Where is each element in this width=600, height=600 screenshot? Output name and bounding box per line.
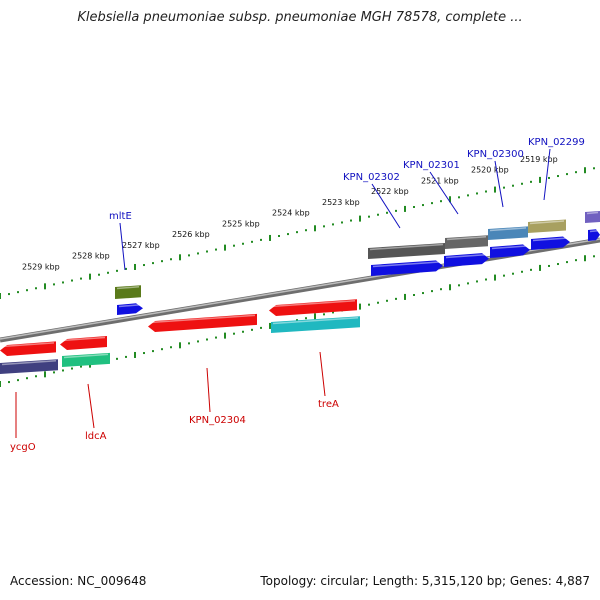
tick-label-group: 2529 kbp 2528 kbp 2527 kbp 2526 kbp 2525 kbp…	[22, 155, 558, 271]
KPN_02301-feature-block-shine	[446, 235, 487, 241]
tick-label: 2521 kbp	[421, 176, 459, 185]
ldcA-feature-block	[62, 352, 110, 367]
edge-feature-block-shine	[586, 211, 599, 215]
KPN_02301-cds-arrow	[444, 253, 489, 267]
forward-gene-label: KPN_02299	[528, 137, 585, 148]
tick-label: 2527 kbp	[122, 241, 160, 250]
KPN_02300-cds-arrow	[490, 244, 530, 258]
KPN_02304-cds-arrow	[148, 313, 257, 332]
forward-gene-label: KPN_02302	[343, 172, 400, 183]
ycgO-feature-block	[0, 359, 58, 374]
KPN_02299-feature-block	[528, 219, 566, 233]
ycgO-feature-block-shine	[1, 359, 57, 366]
ldcA-cds-arrow-shine	[61, 336, 106, 342]
tick-label: 2522 kbp	[371, 187, 409, 196]
forward-leader-line	[371, 183, 401, 229]
tick-label: 2520 kbp	[471, 166, 509, 175]
accession-text: Accession: NC_009648	[10, 574, 147, 588]
treA-feature-block-shine	[272, 316, 359, 325]
mltE-cds-arrow-shine	[118, 304, 142, 308]
tick-label: 2524 kbp	[272, 209, 310, 218]
forward-leader-line	[119, 222, 126, 271]
KPN_02299-feature-block-shine	[529, 220, 565, 225]
reverse-gene-label: KPN_02304	[189, 415, 246, 426]
tick-label: 2528 kbp	[72, 252, 110, 261]
mltE-feature-block-shine	[116, 286, 140, 290]
KPN_02301-feature-block	[445, 235, 488, 249]
tick-label: 2526 kbp	[172, 230, 210, 239]
KPN_02302-feature-block	[368, 242, 445, 259]
KPN_02299-cds-arrow-shine	[532, 237, 569, 242]
KPN_02300-feature-block	[488, 226, 528, 240]
KPN_02304-cds-arrow-shine	[149, 314, 256, 324]
KPN_02302-cds-arrow-shine	[372, 261, 442, 268]
KPN_02300-cds-arrow-shine	[491, 245, 529, 250]
KPN_02299-cds-arrow	[531, 236, 570, 250]
reverse-leader-line	[87, 383, 95, 429]
reverse-gene-label: ldcA	[85, 431, 107, 442]
treA-cds-arrow	[269, 299, 357, 316]
KPN_02302-cds-arrow	[371, 260, 443, 276]
ldcA-feature-block-shine	[63, 353, 109, 359]
forward-leader-line	[429, 171, 459, 215]
forward-gene-label: KPN_02300	[467, 149, 524, 160]
mltE-feature-block	[115, 285, 141, 299]
tick-label: 2523 kbp	[322, 198, 360, 207]
forward-gene-label: mltE	[109, 211, 132, 222]
edge-feature-block	[585, 211, 600, 223]
inner-tick-track	[0, 255, 595, 387]
edge-cds-arrow	[588, 229, 600, 241]
forward-gene-label: KPN_02301	[403, 160, 460, 171]
edge-cds-arrow-shine	[589, 229, 599, 233]
reverse-gene-label: ycgO	[10, 442, 36, 453]
tick-label: 2525 kbp	[222, 219, 260, 228]
forward-leader-line	[494, 160, 504, 208]
reverse-gene-label: treA	[318, 399, 339, 410]
forward-leader-line	[543, 148, 551, 201]
mltE-cds-arrow	[117, 303, 143, 315]
KPN_02300-feature-block-shine	[489, 227, 527, 232]
reverse-leader-line	[206, 367, 211, 413]
outer-tick-track	[0, 167, 595, 299]
ycgO-cds-arrow	[0, 341, 56, 356]
tick-label: 2529 kbp	[22, 262, 60, 271]
ldcA-cds-arrow	[60, 335, 107, 350]
KPN_02301-cds-arrow-shine	[445, 253, 488, 259]
treA-cds-arrow-shine	[270, 300, 356, 308]
KPN_02302-feature-block-shine	[369, 243, 444, 251]
reverse-leader-line	[319, 351, 326, 397]
feature-group	[0, 211, 600, 374]
treA-feature-block	[271, 316, 360, 333]
tick-label: 2519 kbp	[520, 155, 558, 164]
ycgO-cds-arrow-shine	[1, 342, 55, 348]
topology-summary: Topology: circular; Length: 5,315,120 bp…	[260, 574, 590, 588]
map-title: Klebsiella pneumoniae subsp. pneumoniae …	[77, 10, 523, 25]
